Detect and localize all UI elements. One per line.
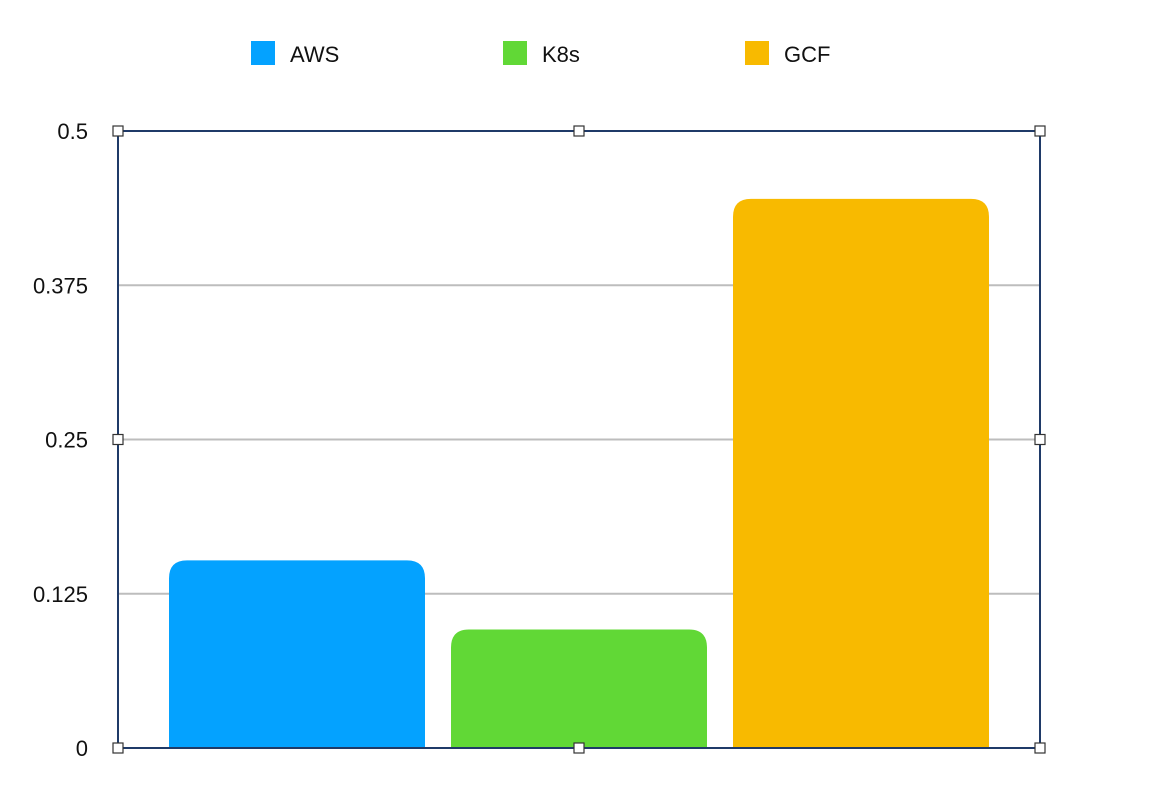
y-tick-label: 0.5 [57, 119, 88, 144]
legend-label: K8s [542, 42, 580, 67]
resize-handle[interactable] [112, 125, 124, 137]
y-tick-label: 0 [76, 736, 88, 761]
legend-swatch [745, 41, 769, 65]
bar-k8s[interactable] [451, 629, 707, 748]
resize-handle[interactable] [1034, 742, 1046, 754]
legend-swatch [503, 41, 527, 65]
resize-handle[interactable] [1034, 433, 1046, 446]
selection-handles[interactable] [112, 125, 1046, 754]
bars [169, 198, 989, 748]
resize-handle[interactable] [573, 742, 585, 754]
legend-item-aws[interactable]: AWS [251, 41, 339, 67]
legend-label: GCF [784, 42, 830, 67]
bar-aws[interactable] [169, 560, 425, 748]
y-tick-label: 0.375 [33, 273, 88, 298]
legend-label: AWS [290, 42, 339, 67]
y-axis: 0 0.125 0.25 0.375 0.5 [33, 119, 88, 761]
y-tick-label: 0.125 [33, 582, 88, 607]
legend-swatch [251, 41, 275, 65]
legend-item-gcf[interactable]: GCF [745, 41, 830, 67]
resize-handle[interactable] [112, 742, 124, 754]
legend-item-k8s[interactable]: K8s [503, 41, 580, 67]
resize-handle[interactable] [112, 433, 124, 446]
resize-handle[interactable] [573, 125, 585, 137]
resize-handle[interactable] [1034, 125, 1046, 137]
legend: AWS K8s GCF [251, 41, 830, 67]
y-tick-label: 0.25 [45, 428, 88, 453]
bar-gcf[interactable] [733, 198, 989, 748]
